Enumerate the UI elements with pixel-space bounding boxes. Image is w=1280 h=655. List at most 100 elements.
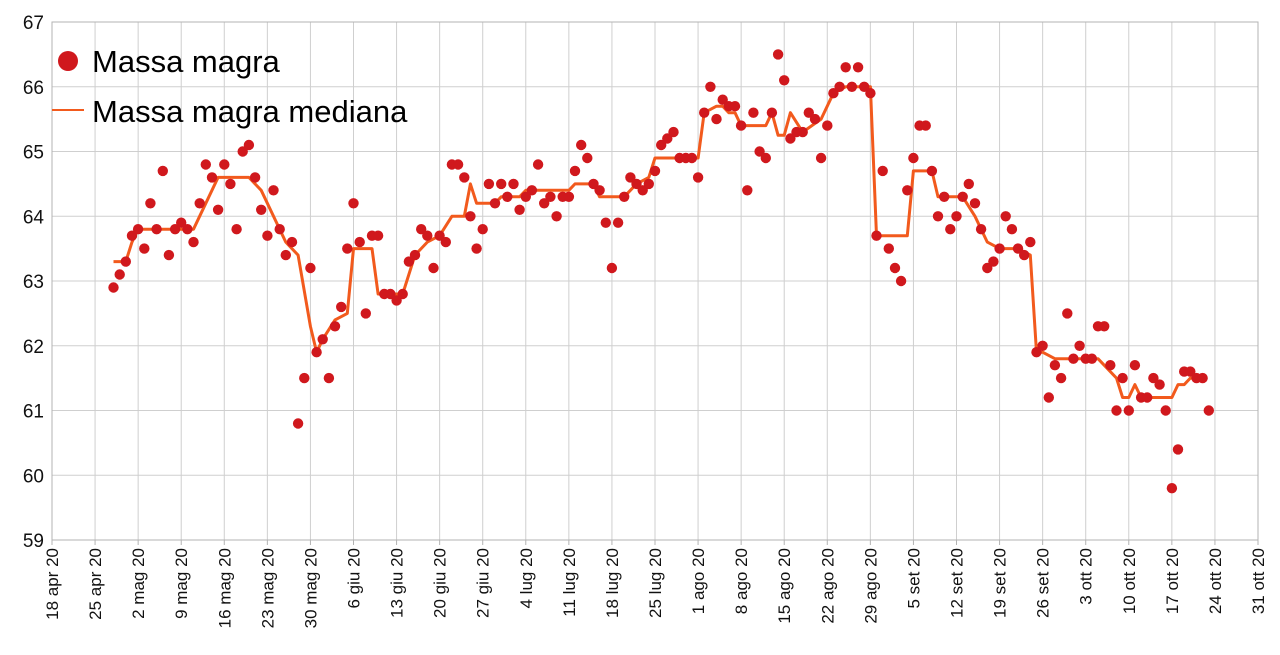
data-point — [403, 256, 415, 267]
data-point — [243, 139, 255, 151]
data-point — [262, 230, 273, 241]
data-point — [1074, 340, 1085, 351]
data-point — [988, 256, 999, 267]
data-point — [742, 185, 753, 196]
data-point — [336, 301, 347, 313]
data-point — [139, 243, 150, 254]
data-point — [1197, 372, 1208, 384]
x-tick-label: 2 mag 20 — [129, 548, 148, 619]
x-tick-label: 10 ott 20 — [1120, 548, 1139, 614]
data-point — [483, 178, 495, 190]
data-point — [895, 275, 907, 287]
data-point — [1105, 360, 1116, 371]
data-point — [496, 178, 507, 190]
data-point — [545, 191, 556, 202]
x-tick-label: 20 giu 20 — [431, 548, 450, 618]
data-point — [606, 262, 618, 274]
data-point — [169, 224, 181, 235]
data-point — [286, 236, 298, 248]
data-point — [299, 372, 310, 384]
data-point — [760, 152, 771, 164]
x-tick-label: 26 set 20 — [1034, 548, 1053, 618]
data-point — [1062, 308, 1073, 319]
y-tick-label: 66 — [23, 78, 44, 99]
data-point — [582, 152, 593, 164]
data-point — [871, 230, 882, 241]
data-point — [1172, 444, 1184, 455]
data-point — [563, 191, 575, 202]
data-point — [1099, 321, 1110, 332]
data-point — [662, 133, 673, 144]
data-point — [372, 230, 384, 241]
data-point — [692, 172, 704, 183]
data-point — [772, 49, 784, 60]
data-point — [354, 236, 365, 248]
data-point — [803, 107, 814, 118]
data-point — [477, 224, 488, 235]
data-point — [600, 217, 611, 228]
data-point — [206, 172, 218, 183]
x-tick-label: 3 ott 20 — [1077, 548, 1096, 605]
data-point — [440, 236, 451, 248]
data-point — [471, 243, 482, 254]
data-point — [705, 81, 716, 93]
data-point — [1185, 366, 1196, 377]
data-point — [219, 159, 230, 170]
data-point — [1203, 405, 1215, 416]
x-tick-label: 9 mag 20 — [172, 548, 191, 619]
x-tick-label: 22 ago 20 — [818, 548, 837, 624]
data-point — [686, 152, 698, 164]
data-point — [145, 198, 156, 209]
data-point — [1068, 353, 1079, 364]
data-point — [840, 62, 851, 73]
data-point — [846, 81, 858, 93]
data-point — [932, 211, 944, 222]
data-point — [612, 217, 624, 228]
data-point — [1123, 405, 1135, 416]
x-tick-label: 6 giu 20 — [345, 548, 364, 609]
data-point — [859, 81, 870, 93]
data-point — [1160, 405, 1171, 416]
data-point — [323, 372, 335, 384]
y-tick-label: 60 — [23, 466, 44, 487]
data-point — [852, 62, 864, 73]
data-point — [779, 75, 790, 86]
data-point — [428, 262, 439, 274]
x-tick-label: 4 lug 20 — [517, 548, 536, 609]
y-tick-label: 64 — [23, 207, 45, 228]
data-point — [305, 262, 316, 274]
legend: Massa magra Massa magra mediana — [52, 44, 408, 129]
data-point — [514, 204, 525, 215]
data-point — [576, 139, 587, 151]
data-point — [1166, 483, 1178, 494]
data-point — [231, 224, 242, 235]
data-point — [434, 230, 445, 241]
data-point — [668, 126, 679, 138]
data-point — [809, 113, 821, 125]
data-point — [883, 243, 894, 254]
data-point — [1025, 236, 1036, 248]
data-point — [409, 249, 421, 261]
data-point — [163, 249, 175, 261]
data-point — [329, 321, 341, 332]
data-point — [865, 88, 876, 99]
data-point — [385, 288, 396, 300]
data-point — [748, 107, 759, 118]
data-point — [569, 165, 581, 177]
data-point — [342, 243, 353, 254]
data-point — [1043, 392, 1055, 403]
data-point — [926, 165, 938, 177]
data-point — [625, 172, 636, 183]
x-axis-tick-labels: 18 apr 20 25 apr 20 2 mag 20 9 mag 20 16 mag… — [43, 548, 1268, 628]
data-point — [508, 178, 519, 190]
data-point — [902, 185, 913, 196]
data-point — [1037, 340, 1048, 351]
data-point — [766, 107, 778, 118]
data-point — [834, 81, 845, 93]
y-axis-tick-labels: 59 60 61 62 63 64 65 66 67 — [23, 13, 45, 552]
data-point — [643, 178, 654, 190]
data-point — [256, 204, 267, 215]
legend-label-points: Massa magra — [92, 44, 281, 79]
x-tick-label: 23 mag 20 — [258, 548, 277, 628]
x-tick-label: 15 ago 20 — [775, 548, 794, 624]
